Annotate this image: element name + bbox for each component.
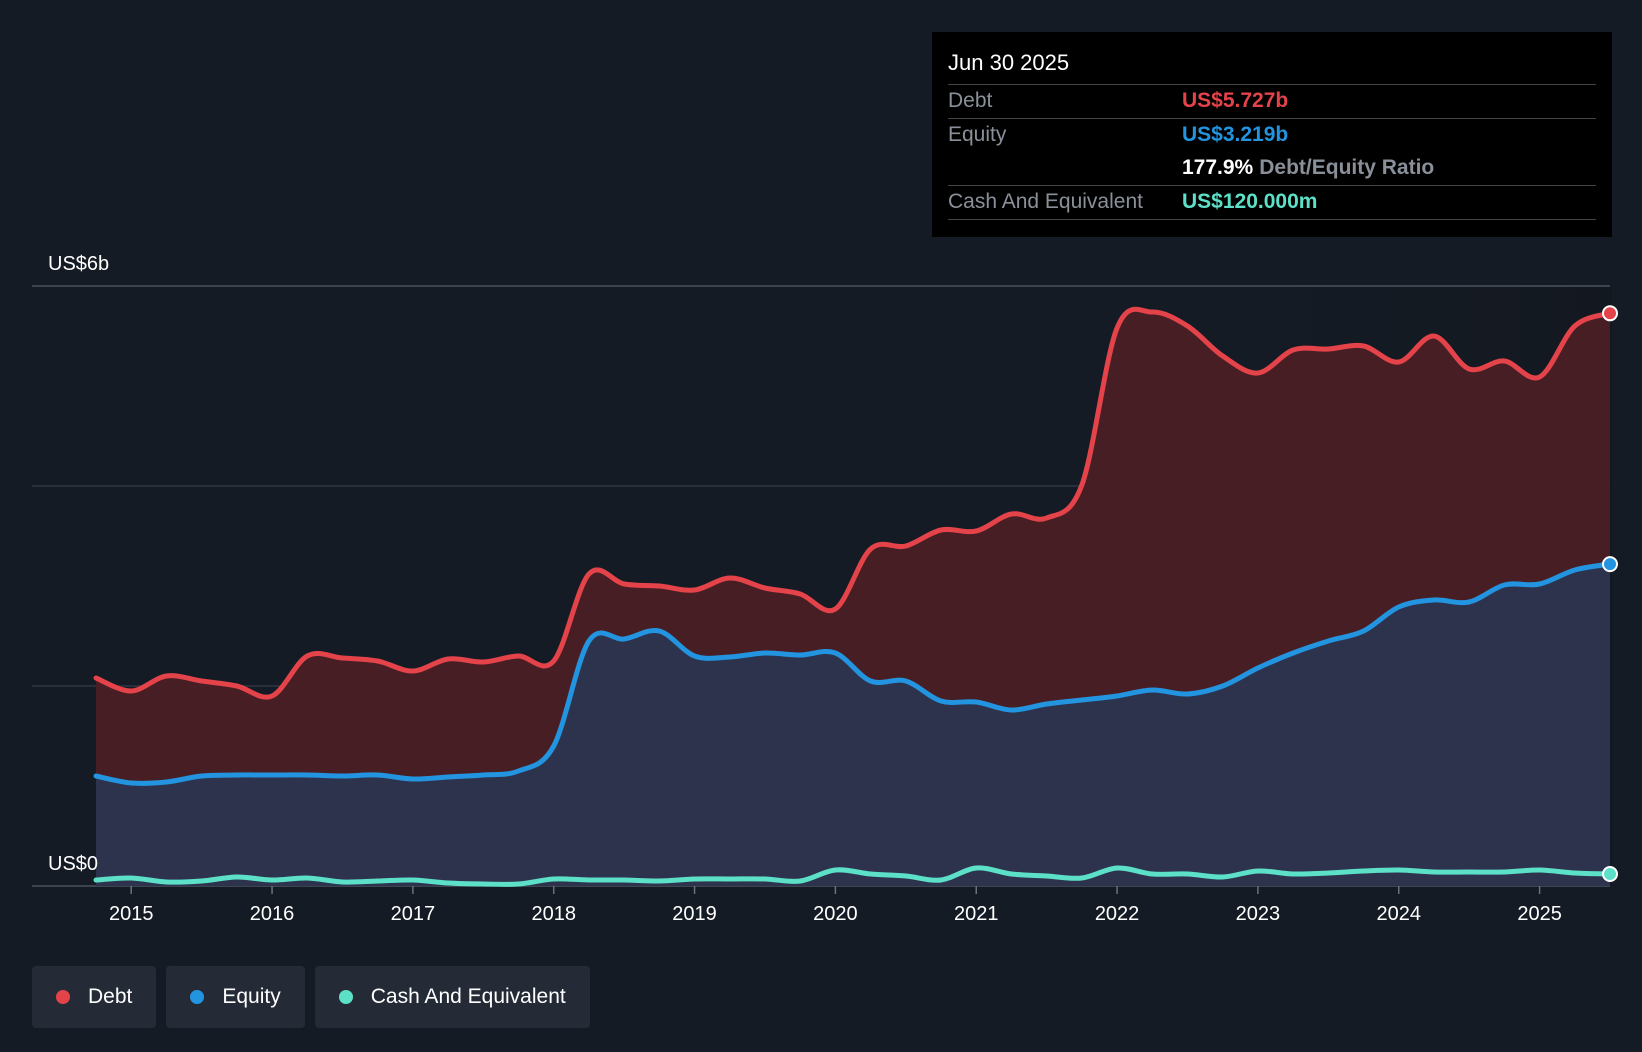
y-axis-bottom-label: US$0 [48,853,98,875]
tooltip-debt-value: US$5.727b [1182,89,1289,112]
legend-debt-label: Debt [88,985,133,1008]
tooltip-equity-value: US$3.219b [1182,123,1289,146]
x-tick-label: 2023 [1236,903,1281,925]
cash-dot-icon [338,990,353,1004]
x-tick-label: 2015 [109,903,154,925]
tooltip-equity-row: Equity US$3.219b [948,118,1596,152]
tooltip-equity-label: Equity [948,123,1007,146]
tooltip-ratio-row: 177.9% Debt/Equity Ratio [948,152,1596,185]
tooltip-date: Jun 30 2025 [948,50,1070,75]
equity-end-point [1602,556,1618,573]
x-tick-label: 2016 [250,903,295,925]
tooltip-debt-row: Debt US$5.727b [948,84,1596,118]
x-tick-label: 2021 [954,903,999,925]
tooltip-panel: Jun 30 2025 Debt US$5.727b Equity US$3.2… [932,32,1612,237]
tooltip-cash-row: Cash And Equivalent US$120.000m [948,185,1596,220]
equity-dot-icon [190,990,205,1004]
legend-equity-label: Equity [222,985,281,1008]
x-tick-label: 2022 [1095,903,1140,925]
cash-end-point [1602,866,1618,882]
x-tick-label: 2018 [531,903,576,925]
tooltip-cash-value: US$120.000m [1182,190,1318,213]
debt-line [93,306,1613,700]
x-tick-label: 2019 [672,903,717,925]
x-tick-label: 2024 [1376,903,1421,925]
y-axis-top-label: US$6b [48,253,109,275]
cash-line [93,865,1613,887]
tooltip-ratio-value: 177.9% [1182,156,1254,179]
debt-end-point [1602,305,1618,322]
legend-cash-label: Cash And Equivalent [370,985,566,1008]
tooltip-debt-label: Debt [948,89,993,112]
x-tick-label: 2017 [391,903,436,925]
tooltip-ratio-label: Debt/Equity Ratio [1259,156,1435,179]
x-tick-label: 2025 [1517,903,1562,925]
equity-line [93,561,1613,786]
tooltip-cash-label: Cash And Equivalent [948,190,1143,213]
chart-legend: Debt Equity Cash And Equivalent [32,966,600,1028]
legend-item-equity[interactable]: Equity [166,966,305,1028]
x-tick-label: 2020 [813,903,858,925]
legend-item-debt[interactable]: Debt [32,966,157,1028]
debt-dot-icon [56,990,70,1004]
equity-area [96,564,1610,886]
legend-item-cash[interactable]: Cash And Equivalent [314,966,590,1028]
